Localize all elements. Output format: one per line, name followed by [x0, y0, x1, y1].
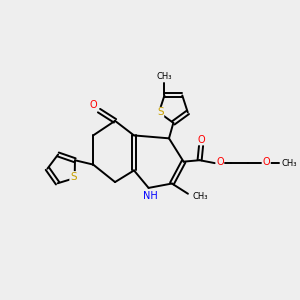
Text: O: O [262, 157, 270, 167]
Text: O: O [216, 157, 224, 167]
Text: S: S [157, 107, 164, 117]
Text: CH₃: CH₃ [157, 72, 172, 81]
Text: CH₃: CH₃ [192, 192, 208, 201]
Text: NH: NH [143, 191, 158, 201]
Text: O: O [90, 100, 98, 110]
Text: O: O [197, 135, 205, 145]
Text: S: S [70, 172, 76, 182]
Text: CH₃: CH₃ [281, 159, 297, 168]
